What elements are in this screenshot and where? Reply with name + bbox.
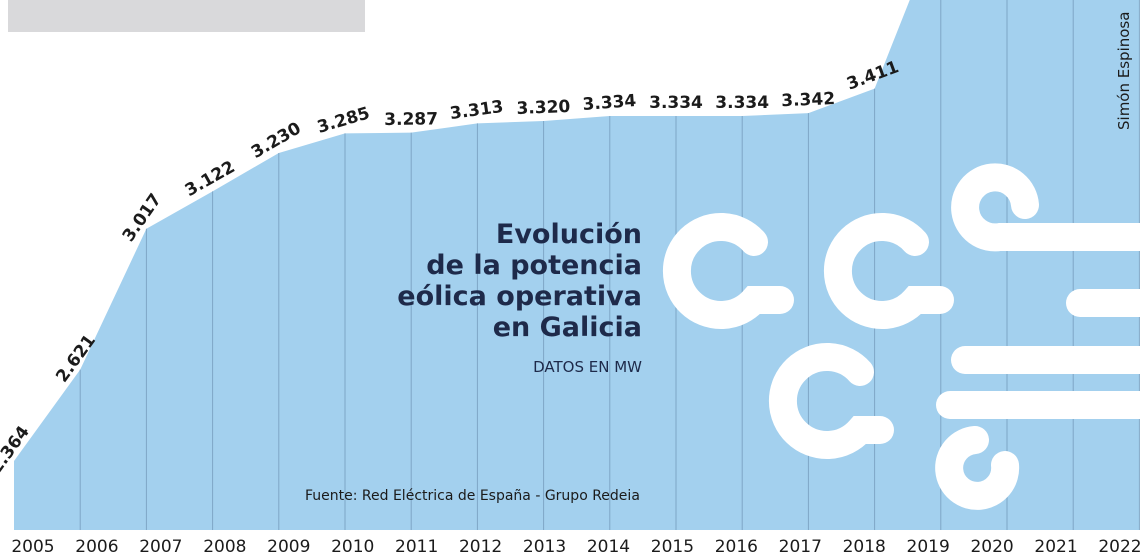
- title-line: Evolución: [496, 219, 642, 250]
- x-tick-label: 2005: [11, 537, 54, 556]
- subtitle: DATOS EN MW: [533, 358, 642, 376]
- title-line: eólica operativa: [397, 281, 642, 312]
- value-label: 3.342: [781, 89, 836, 111]
- value-label: 3.313: [449, 97, 505, 124]
- value-label: 3.334: [715, 93, 769, 113]
- value-label: 3.320: [516, 97, 571, 119]
- value-label: 3.287: [384, 109, 438, 130]
- x-tick-label: 2010: [331, 537, 374, 556]
- credit: Simón Espinosa: [1115, 12, 1133, 130]
- source: Fuente: Red Eléctrica de España - Grupo …: [305, 488, 640, 504]
- x-tick-label: 2018: [843, 537, 886, 556]
- value-label: 3.334: [582, 91, 637, 115]
- x-tick-label: 2021: [1034, 537, 1077, 556]
- page: 2.3642.6213.0173.1223.2303.2853.2873.313…: [0, 0, 1143, 556]
- chart: 2.3642.6213.0173.1223.2303.2853.2873.313…: [0, 0, 1143, 556]
- title-line: de la potencia: [426, 250, 642, 281]
- x-tick-label: 2011: [395, 537, 438, 556]
- x-tick-label: 2020: [970, 537, 1013, 556]
- x-tick-label: 2019: [907, 537, 950, 556]
- x-tick-label: 2009: [267, 537, 310, 556]
- value-label: 3.334: [649, 93, 703, 113]
- x-tick-label: 2017: [779, 537, 822, 556]
- x-tick-label: 2014: [587, 537, 630, 556]
- x-tick-label: 2022: [1098, 537, 1141, 556]
- x-tick-label: 2016: [715, 537, 758, 556]
- x-tick-label: 2015: [651, 537, 694, 556]
- x-tick-label: 2006: [75, 537, 118, 556]
- x-tick-label: 2008: [203, 537, 246, 556]
- title-line: en Galicia: [493, 312, 642, 343]
- x-tick-label: 2013: [523, 537, 566, 556]
- header-box: [8, 0, 365, 32]
- value-label: 3.285: [315, 103, 372, 137]
- x-tick-label: 2012: [459, 537, 502, 556]
- x-tick-label: 2007: [139, 537, 182, 556]
